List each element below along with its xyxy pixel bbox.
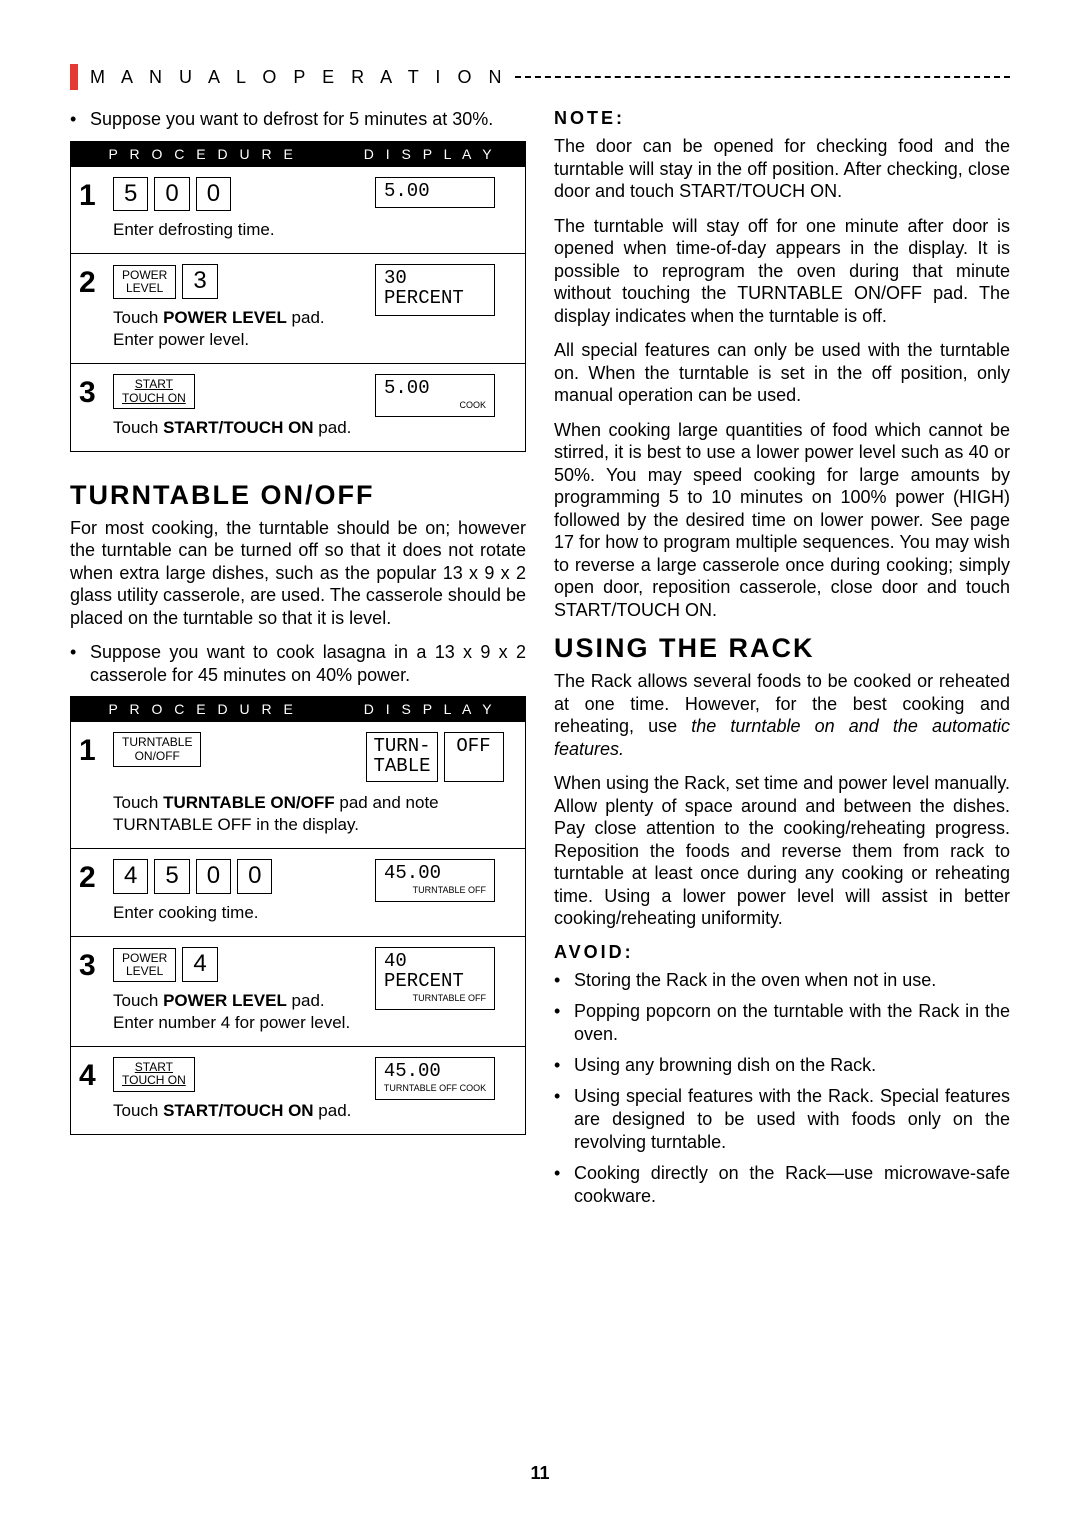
step-number: 3 bbox=[79, 947, 113, 1034]
keypad-key: 5 bbox=[113, 177, 148, 212]
keypad-key: 0 bbox=[154, 177, 189, 212]
keypad-key: 4 bbox=[182, 947, 217, 982]
display-sub: TURNTABLE OFF COOK bbox=[384, 1084, 486, 1093]
table-header: P R O C E D U R E D I S P L A Y bbox=[71, 142, 525, 166]
header-accent-bar bbox=[70, 64, 78, 90]
right-column: NOTE: The door can be opened for checkin… bbox=[554, 108, 1010, 1216]
display-line: 45.00 bbox=[384, 862, 441, 884]
step-caption: Touch POWER LEVEL pad.Enter number 4 for… bbox=[113, 990, 355, 1034]
avoid-text: Popping popcorn on the turntable with th… bbox=[574, 1000, 1010, 1046]
table-header: P R O C E D U R E D I S P L A Y bbox=[71, 697, 525, 721]
power-level-key: POWER LEVEL bbox=[113, 948, 176, 982]
keypad-key: 3 bbox=[182, 264, 217, 299]
display-sub: COOK bbox=[384, 401, 486, 410]
table-row: 3 START TOUCH ON Touch START/TOUCH ON pa… bbox=[71, 363, 525, 450]
list-item: •Cooking directly on the Rack—use microw… bbox=[554, 1162, 1010, 1208]
intro-bullet-text: Suppose you want to defrost for 5 minute… bbox=[90, 108, 493, 131]
note-para: All special features can only be used wi… bbox=[554, 339, 1010, 407]
col-display: D I S P L A Y bbox=[334, 142, 525, 166]
table-row: 1 5 0 0 Enter defrosting time. 5.00 bbox=[71, 166, 525, 254]
display-line: 40 bbox=[384, 950, 407, 972]
step-number: 2 bbox=[79, 859, 113, 924]
note-para: The door can be opened for checking food… bbox=[554, 135, 1010, 203]
step-number: 3 bbox=[79, 374, 113, 438]
avoid-text: Cooking directly on the Rack—use microwa… bbox=[574, 1162, 1010, 1208]
display-readout: 5.00 COOK bbox=[375, 374, 495, 417]
power-level-key: POWER LEVEL bbox=[113, 265, 176, 299]
turntable-bullet-text: Suppose you want to cook lasagna in a 13… bbox=[90, 641, 526, 686]
avoid-heading: AVOID: bbox=[554, 942, 1010, 963]
list-item: •Popping popcorn on the turntable with t… bbox=[554, 1000, 1010, 1046]
keypad-key: 5 bbox=[154, 859, 189, 894]
display-sub: TURNTABLE OFF bbox=[384, 886, 486, 895]
display-line: 30 bbox=[384, 267, 407, 289]
display-readout: OFF bbox=[444, 732, 504, 782]
keypad-key: 4 bbox=[113, 859, 148, 894]
note-para: The turntable will stay off for one minu… bbox=[554, 215, 1010, 328]
procedure-table-2: P R O C E D U R E D I S P L A Y 1 TURNTA… bbox=[70, 696, 526, 1134]
header-title: M A N U A L O P E R A T I O N bbox=[90, 67, 507, 88]
header-dashed-rule bbox=[515, 76, 1010, 78]
table-row: 1 TURNTABLE ON/OFF TURN- TABLE OFF Touch… bbox=[71, 721, 525, 848]
page-header: M A N U A L O P E R A T I O N bbox=[70, 64, 1010, 90]
table-row: 2 4 5 0 0 Enter cooking time. 45.00 TURN… bbox=[71, 848, 525, 936]
table-row: 2 POWER LEVEL 3 Touch POWER LEVEL pad.En… bbox=[71, 253, 525, 363]
display-readout: 45.00 TURNTABLE OFF bbox=[375, 859, 495, 902]
display-line: PERCENT bbox=[384, 970, 464, 992]
step-caption: Touch START/TOUCH ON pad. bbox=[113, 417, 355, 439]
avoid-text: Storing the Rack in the oven when not in… bbox=[574, 969, 936, 992]
display-readout: 45.00 TURNTABLE OFF COOK bbox=[375, 1057, 495, 1100]
display-line: PERCENT bbox=[384, 287, 464, 309]
procedure-table-1: P R O C E D U R E D I S P L A Y 1 5 0 0 … bbox=[70, 141, 526, 452]
start-key: START TOUCH ON bbox=[113, 374, 195, 408]
left-column: • Suppose you want to defrost for 5 minu… bbox=[70, 108, 526, 1216]
display-line: 5.00 bbox=[384, 180, 430, 202]
col-procedure: P R O C E D U R E bbox=[71, 142, 334, 166]
display-sub: TURNTABLE OFF bbox=[384, 994, 486, 1003]
note-para: When cooking large quantities of food wh… bbox=[554, 419, 1010, 622]
table-row: 4 START TOUCH ON Touch START/TOUCH ON pa… bbox=[71, 1046, 525, 1133]
table-row: 3 POWER LEVEL 4 Touch POWER LEVEL pad.En… bbox=[71, 936, 525, 1046]
step-caption: Touch POWER LEVEL pad.Enter power level. bbox=[113, 307, 355, 351]
display-readout: TURN- TABLE bbox=[366, 732, 437, 782]
keypad-key: 0 bbox=[196, 177, 231, 212]
avoid-text: Using special features with the Rack. Sp… bbox=[574, 1085, 1010, 1154]
keypad-key: 0 bbox=[237, 859, 272, 894]
col-procedure: P R O C E D U R E bbox=[71, 697, 334, 721]
col-display: D I S P L A Y bbox=[334, 697, 525, 721]
display-readout: 40 PERCENT TURNTABLE OFF bbox=[375, 947, 495, 1010]
bullet-dot: • bbox=[70, 641, 90, 686]
list-item: •Storing the Rack in the oven when not i… bbox=[554, 969, 1010, 992]
step-caption: Touch TURNTABLE ON/OFF pad and note TURN… bbox=[113, 792, 515, 836]
turntable-body: For most cooking, the turntable should b… bbox=[70, 517, 526, 630]
display-readout: 30 PERCENT bbox=[375, 264, 495, 316]
start-key: START TOUCH ON bbox=[113, 1057, 195, 1091]
note-heading: NOTE: bbox=[554, 108, 1010, 129]
step-caption: Enter cooking time. bbox=[113, 902, 355, 924]
list-item: •Using any browning dish on the Rack. bbox=[554, 1054, 1010, 1077]
avoid-list: •Storing the Rack in the oven when not i… bbox=[554, 969, 1010, 1208]
turntable-heading: TURNTABLE ON/OFF bbox=[70, 480, 526, 511]
turntable-bullet: • Suppose you want to cook lasagna in a … bbox=[70, 641, 526, 686]
keypad-key: 0 bbox=[196, 859, 231, 894]
intro-bullet: • Suppose you want to defrost for 5 minu… bbox=[70, 108, 526, 131]
step-number: 1 bbox=[79, 177, 113, 242]
display-line: 45.00 bbox=[384, 1060, 441, 1082]
bullet-dot: • bbox=[70, 108, 90, 131]
turntable-key: TURNTABLE ON/OFF bbox=[113, 732, 201, 766]
step-number: 4 bbox=[79, 1057, 113, 1121]
rack-heading: USING THE RACK bbox=[554, 633, 1010, 664]
step-number: 1 bbox=[79, 732, 113, 782]
step-number: 2 bbox=[79, 264, 113, 351]
step-caption: Enter defrosting time. bbox=[113, 219, 355, 241]
display-line: 5.00 bbox=[384, 377, 430, 399]
rack-para-2: When using the Rack, set time and power … bbox=[554, 772, 1010, 930]
list-item: •Using special features with the Rack. S… bbox=[554, 1085, 1010, 1154]
rack-para-1: The Rack allows several foods to be cook… bbox=[554, 670, 1010, 760]
avoid-text: Using any browning dish on the Rack. bbox=[574, 1054, 876, 1077]
display-readout: 5.00 bbox=[375, 177, 495, 209]
step-caption: Touch START/TOUCH ON pad. bbox=[113, 1100, 355, 1122]
page-number: 11 bbox=[0, 1463, 1080, 1484]
